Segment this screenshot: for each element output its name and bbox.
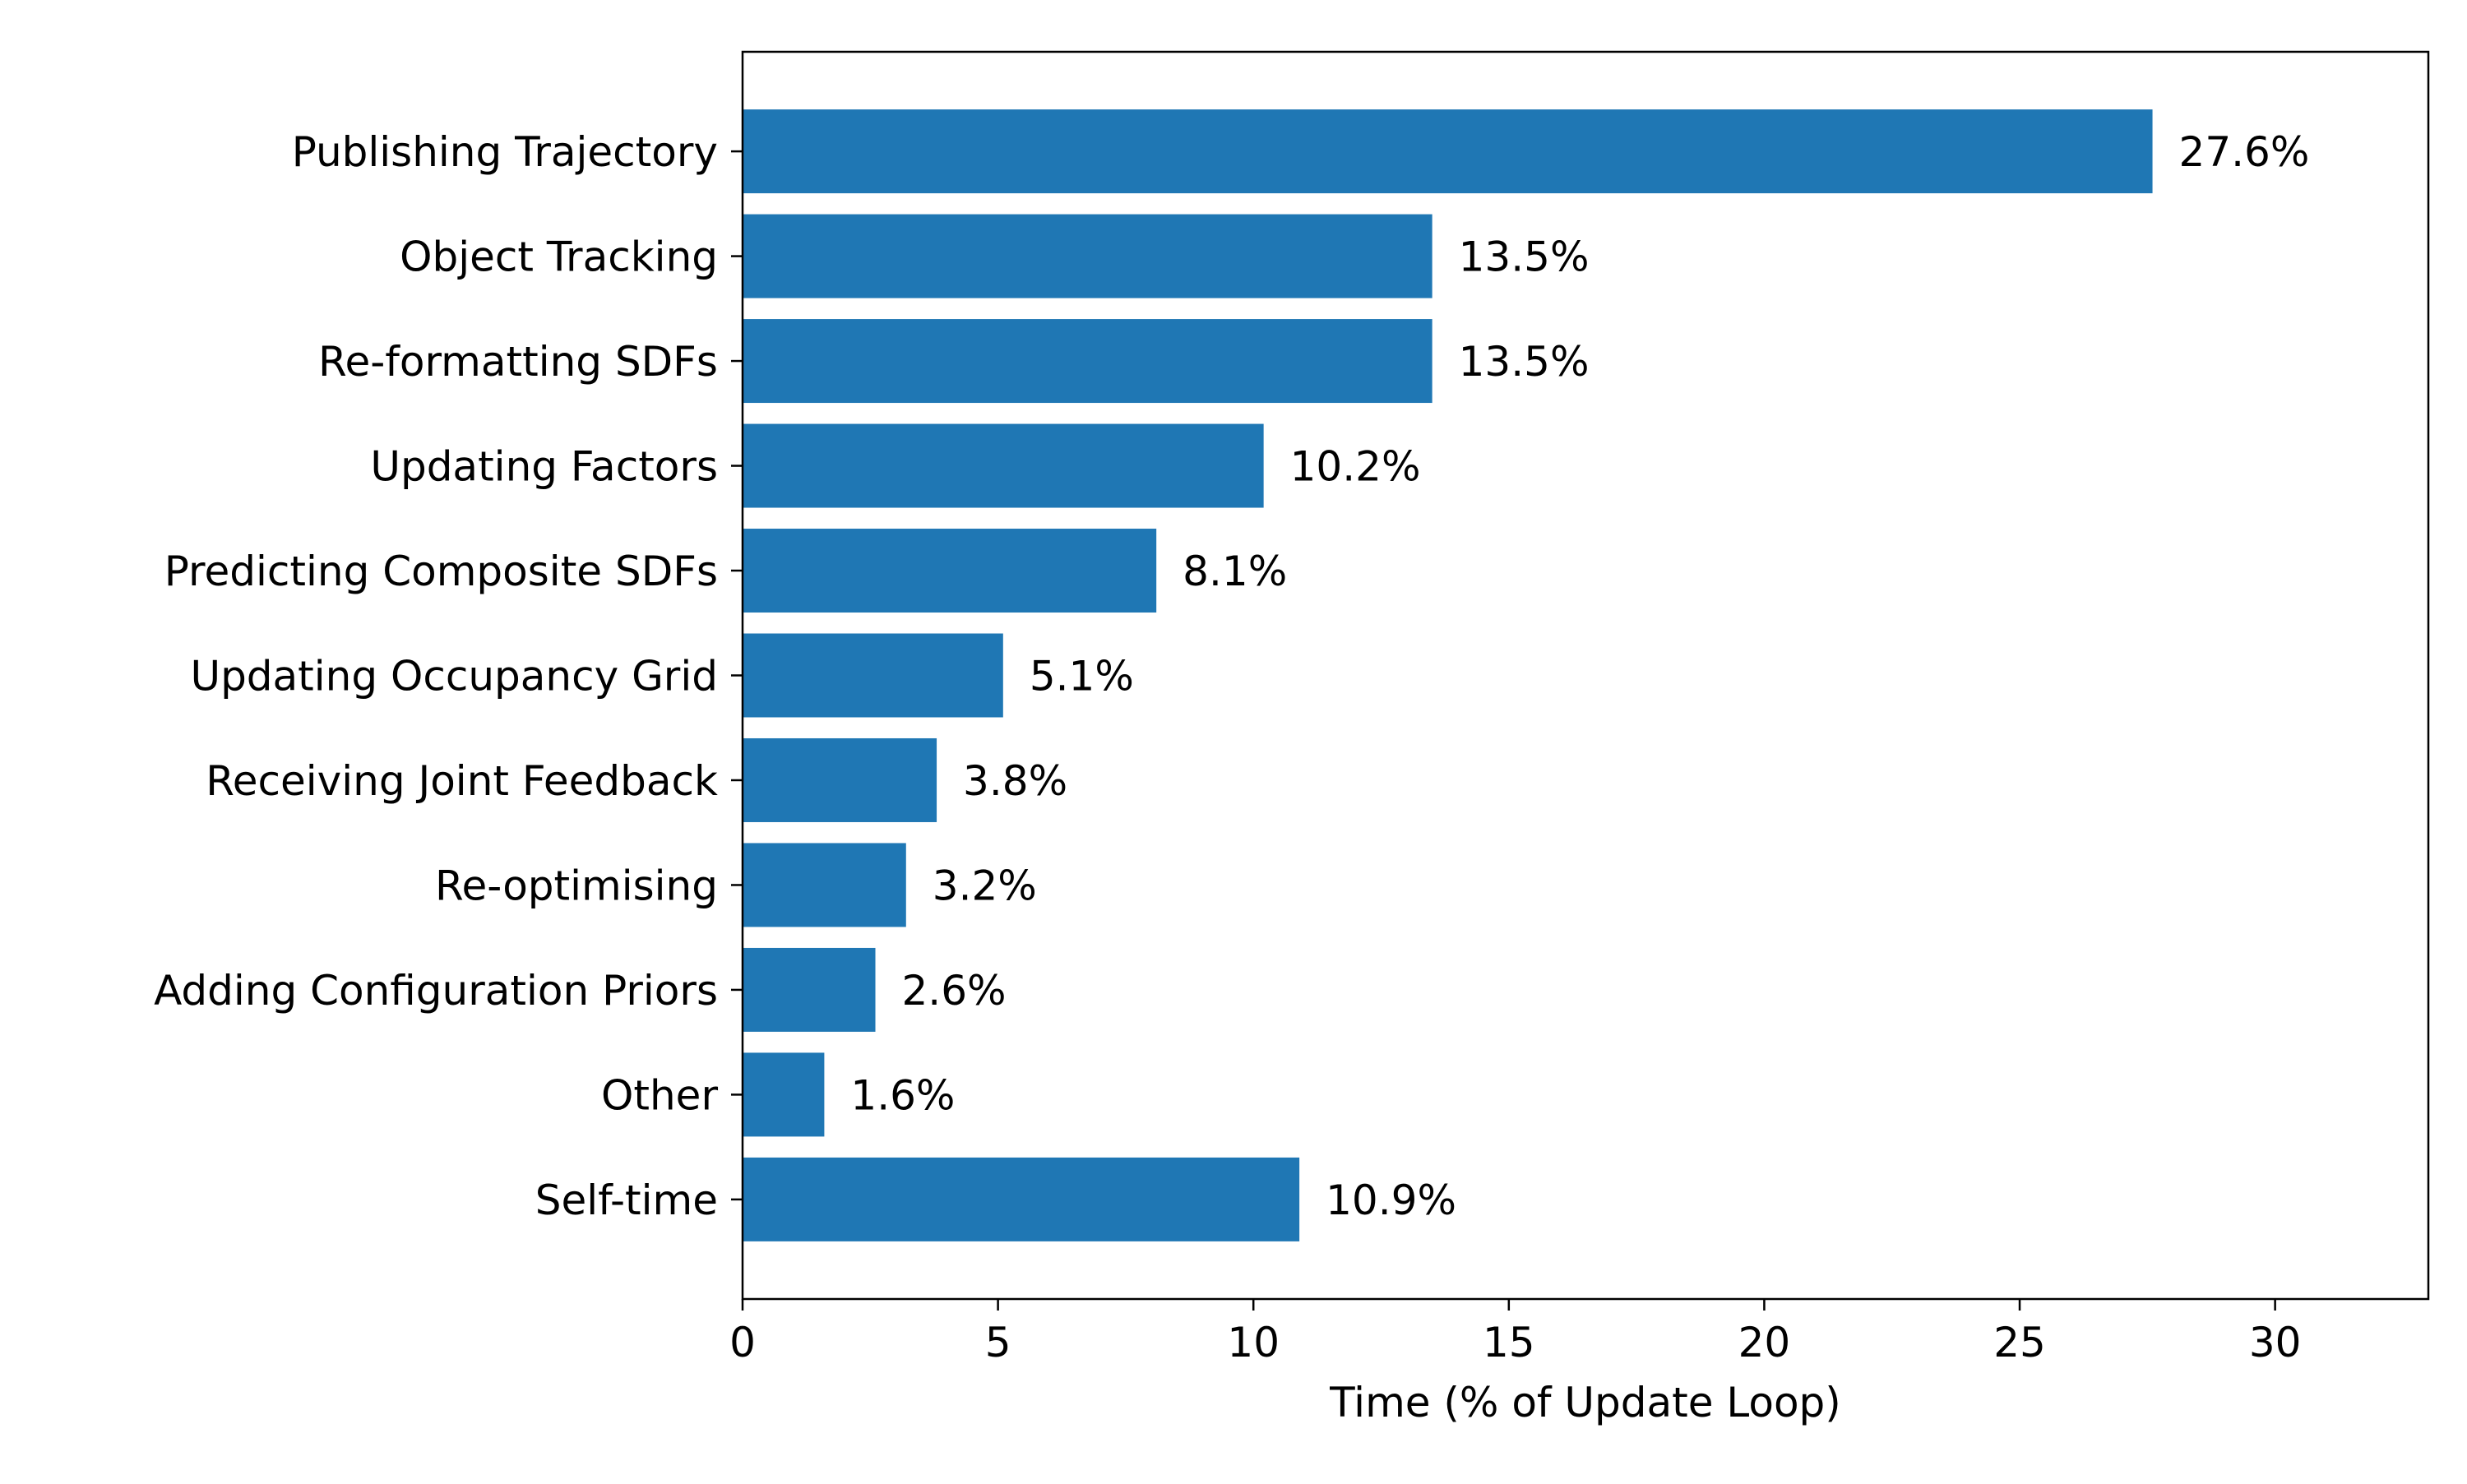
x-tick-label-4: 20	[1738, 1319, 1791, 1366]
y-tick-label-5: Updating Occupancy Grid	[190, 653, 718, 700]
x-axis-label: Time (% of Update Loop)	[1329, 1379, 1841, 1426]
bar-value-label-9: 1.6%	[850, 1071, 955, 1119]
bar-0	[743, 109, 2153, 194]
y-tick-label-6: Receiving Joint Feedback	[206, 757, 718, 805]
bar-10	[743, 1157, 1300, 1241]
bar-2	[743, 319, 1433, 404]
y-tick-label-8: Adding Configuration Priors	[154, 967, 718, 1015]
bar-value-label-2: 13.5%	[1459, 338, 1590, 386]
y-tick-label-10: Self-time	[535, 1177, 718, 1224]
bar-9	[743, 1052, 825, 1137]
x-tick-label-2: 10	[1227, 1319, 1280, 1366]
value-labels-layer: 27.6% 13.5% 13.5% 10.2% 8.1% 5.1% 3.8% 3.2% 2.6%…	[850, 128, 2309, 1224]
bar-value-label-10: 10.9%	[1326, 1177, 1456, 1224]
bar-5	[743, 633, 1003, 718]
bar-3	[743, 423, 1264, 508]
bar-7	[743, 843, 906, 927]
bar-value-label-5: 5.1%	[1030, 653, 1134, 700]
y-tick-label-1: Object Tracking	[400, 233, 718, 281]
bar-1	[743, 214, 1433, 298]
x-axis: 0 5 10 15 20 25 30	[729, 1299, 2301, 1366]
y-tick-label-3: Updating Factors	[370, 443, 718, 491]
x-tick-label-3: 15	[1483, 1319, 1535, 1366]
y-axis: Publishing Trajectory Object Tracking Re-f…	[154, 128, 743, 1224]
bar-8	[743, 947, 876, 1032]
bar-value-label-4: 8.1%	[1183, 548, 1287, 595]
x-tick-label-0: 0	[729, 1319, 756, 1366]
bar-value-label-3: 10.2%	[1290, 443, 1421, 491]
bar-6	[743, 737, 937, 822]
bar-value-label-7: 3.2%	[933, 862, 1037, 909]
y-tick-label-7: Re-optimising	[435, 862, 718, 909]
y-tick-label-2: Re-formatting SDFs	[318, 338, 718, 386]
bars-layer	[743, 109, 2153, 1241]
bar-value-label-8: 2.6%	[902, 967, 1007, 1015]
bar-value-label-6: 3.8%	[963, 757, 1067, 805]
x-tick-label-1: 5	[985, 1319, 1011, 1366]
x-tick-label-5: 25	[1993, 1319, 2046, 1366]
y-tick-label-9: Other	[601, 1071, 718, 1119]
bar-value-label-1: 13.5%	[1459, 233, 1590, 281]
y-tick-label-4: Predicting Composite SDFs	[164, 548, 718, 595]
bar-4	[743, 529, 1157, 613]
y-tick-label-0: Publishing Trajectory	[292, 128, 718, 176]
plot-frame	[741, 50, 2430, 1301]
x-tick-label-6: 30	[2249, 1319, 2302, 1366]
bar-value-label-0: 27.6%	[2179, 128, 2310, 176]
